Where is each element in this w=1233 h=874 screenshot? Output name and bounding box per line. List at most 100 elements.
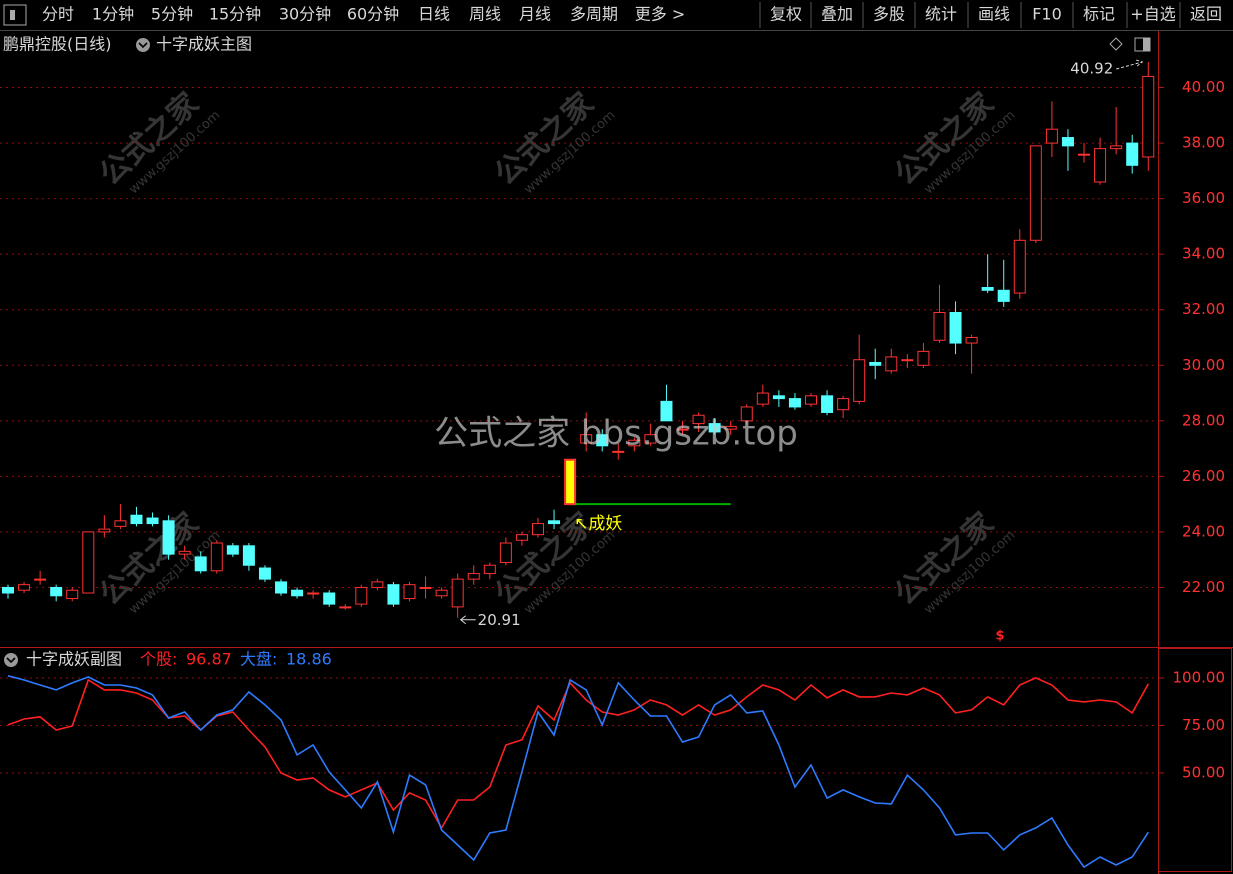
y-tick-label: 38.00: [1182, 134, 1225, 152]
toolbar-button[interactable]: 叠加: [821, 5, 853, 24]
candle-body: [531, 523, 544, 536]
candle-body: [901, 359, 914, 362]
toolbar-button[interactable]: F10: [1032, 5, 1062, 24]
toolbar-item[interactable]: 15分钟: [209, 5, 261, 24]
candle-body: [853, 359, 866, 402]
candle-body: [419, 586, 432, 589]
sub-title: 十字成妖副图: [26, 650, 122, 669]
candle-body: [580, 434, 593, 444]
candle-body: [1061, 137, 1074, 147]
candle-body: [146, 517, 159, 525]
candle-body: [917, 350, 930, 366]
candle-body: [1126, 142, 1139, 166]
candle-body: [34, 578, 47, 581]
bottom-mark: $: [995, 629, 1004, 644]
candle-body: [242, 545, 255, 566]
toolbar-item[interactable]: 更多 >: [635, 5, 686, 24]
sub-axis-frame: [1158, 648, 1232, 872]
candle-body: [355, 586, 368, 605]
toolbar-item[interactable]: 日线: [418, 5, 450, 24]
toolbar-button[interactable]: 画线: [978, 5, 1010, 24]
max-arrow: [1116, 59, 1144, 70]
toolbar-button[interactable]: 多股: [873, 5, 905, 24]
toolbar-button[interactable]: +自选: [1130, 5, 1175, 24]
candle-body: [548, 520, 561, 525]
toolbar-item[interactable]: 月线: [519, 5, 551, 24]
legend-name: 大盘:: [240, 650, 277, 669]
menu-icon-inner: [10, 10, 15, 20]
candle-body: [612, 450, 625, 453]
symbol: 鹏鼎控股(日线): [3, 35, 112, 54]
y-tick-label: 26.00: [1182, 467, 1225, 485]
candle-body: [323, 592, 336, 605]
y-tick-label: 28.00: [1182, 411, 1225, 429]
y-tick-label: 32.00: [1182, 300, 1225, 318]
dropdown-icon[interactable]: [136, 38, 150, 52]
menu-icon[interactable]: [3, 4, 27, 26]
toolbar-item[interactable]: 5分钟: [151, 5, 193, 24]
candle-body: [451, 578, 464, 608]
series-line: [7, 675, 1149, 869]
toolbar-button[interactable]: 标记: [1083, 5, 1115, 24]
y-tick-label: 34.00: [1182, 245, 1225, 263]
toolbar-item[interactable]: 30分钟: [279, 5, 331, 24]
signal-bar: [564, 458, 577, 506]
candle-body: [483, 564, 496, 575]
legend-value: 96.87: [186, 650, 232, 669]
watermark-main: 公式之家 bbs.gszb.top: [434, 414, 798, 454]
candle-body: [114, 520, 127, 527]
min-arrow: [459, 615, 476, 625]
toolbar-item[interactable]: 周线: [469, 5, 501, 24]
candle-body: [740, 406, 753, 422]
toolbar-item[interactable]: 60分钟: [347, 5, 399, 24]
candle-body: [1045, 128, 1058, 144]
candle-body: [1029, 145, 1042, 241]
toolbar-item[interactable]: 分时: [42, 5, 74, 24]
signal-label: ↖成妖: [574, 514, 622, 534]
toolbar-button[interactable]: 返回: [1190, 5, 1222, 24]
max-label: 40.92: [1070, 59, 1113, 77]
min-label: 20.91: [478, 611, 521, 629]
toolbar-button[interactable]: 复权: [770, 5, 802, 24]
candle-body: [772, 395, 785, 400]
candle-body: [435, 589, 448, 597]
candle-body: [997, 289, 1010, 302]
candle-body: [307, 592, 320, 595]
legend-value: 18.86: [286, 650, 332, 669]
candle-body: [628, 439, 641, 447]
candle-body: [291, 589, 304, 597]
dropdown-arrow: [6, 657, 16, 664]
candle-body: [965, 337, 978, 344]
candle-body: [515, 534, 528, 541]
panel-icon-fill: [1143, 38, 1150, 51]
candle-body: [885, 356, 898, 372]
candle-body: [467, 573, 480, 580]
main-title: 十字成妖主图: [156, 35, 252, 54]
toolbar-item[interactable]: 多周期: [570, 5, 618, 24]
candle-body: [226, 545, 239, 555]
candle-body: [18, 584, 31, 591]
legend-name: 个股:: [140, 650, 177, 669]
candle-body: [1078, 153, 1091, 156]
candle-body: [1094, 148, 1107, 183]
dropdown-icon[interactable]: [4, 653, 18, 667]
candle-body: [2, 586, 14, 594]
candle-body: [660, 400, 673, 422]
y-tick-label: 75.00: [1182, 716, 1225, 734]
candle-body: [981, 287, 994, 291]
y-tick-label: 50.00: [1182, 763, 1225, 781]
candle-body: [869, 361, 882, 366]
y-tick-label: 30.00: [1182, 356, 1225, 374]
y-tick-label: 22.00: [1182, 578, 1225, 596]
candle-body: [499, 542, 512, 563]
candle-body: [210, 542, 223, 572]
candle-body: [258, 567, 271, 580]
candle-body: [387, 584, 400, 605]
candle-body: [596, 434, 609, 447]
toolbar-button[interactable]: 统计: [925, 5, 957, 24]
diamond-icon[interactable]: [1109, 37, 1123, 51]
candle-body: [949, 312, 962, 344]
toolbar-item[interactable]: 1分钟: [92, 5, 134, 24]
candle-body: [50, 586, 63, 597]
